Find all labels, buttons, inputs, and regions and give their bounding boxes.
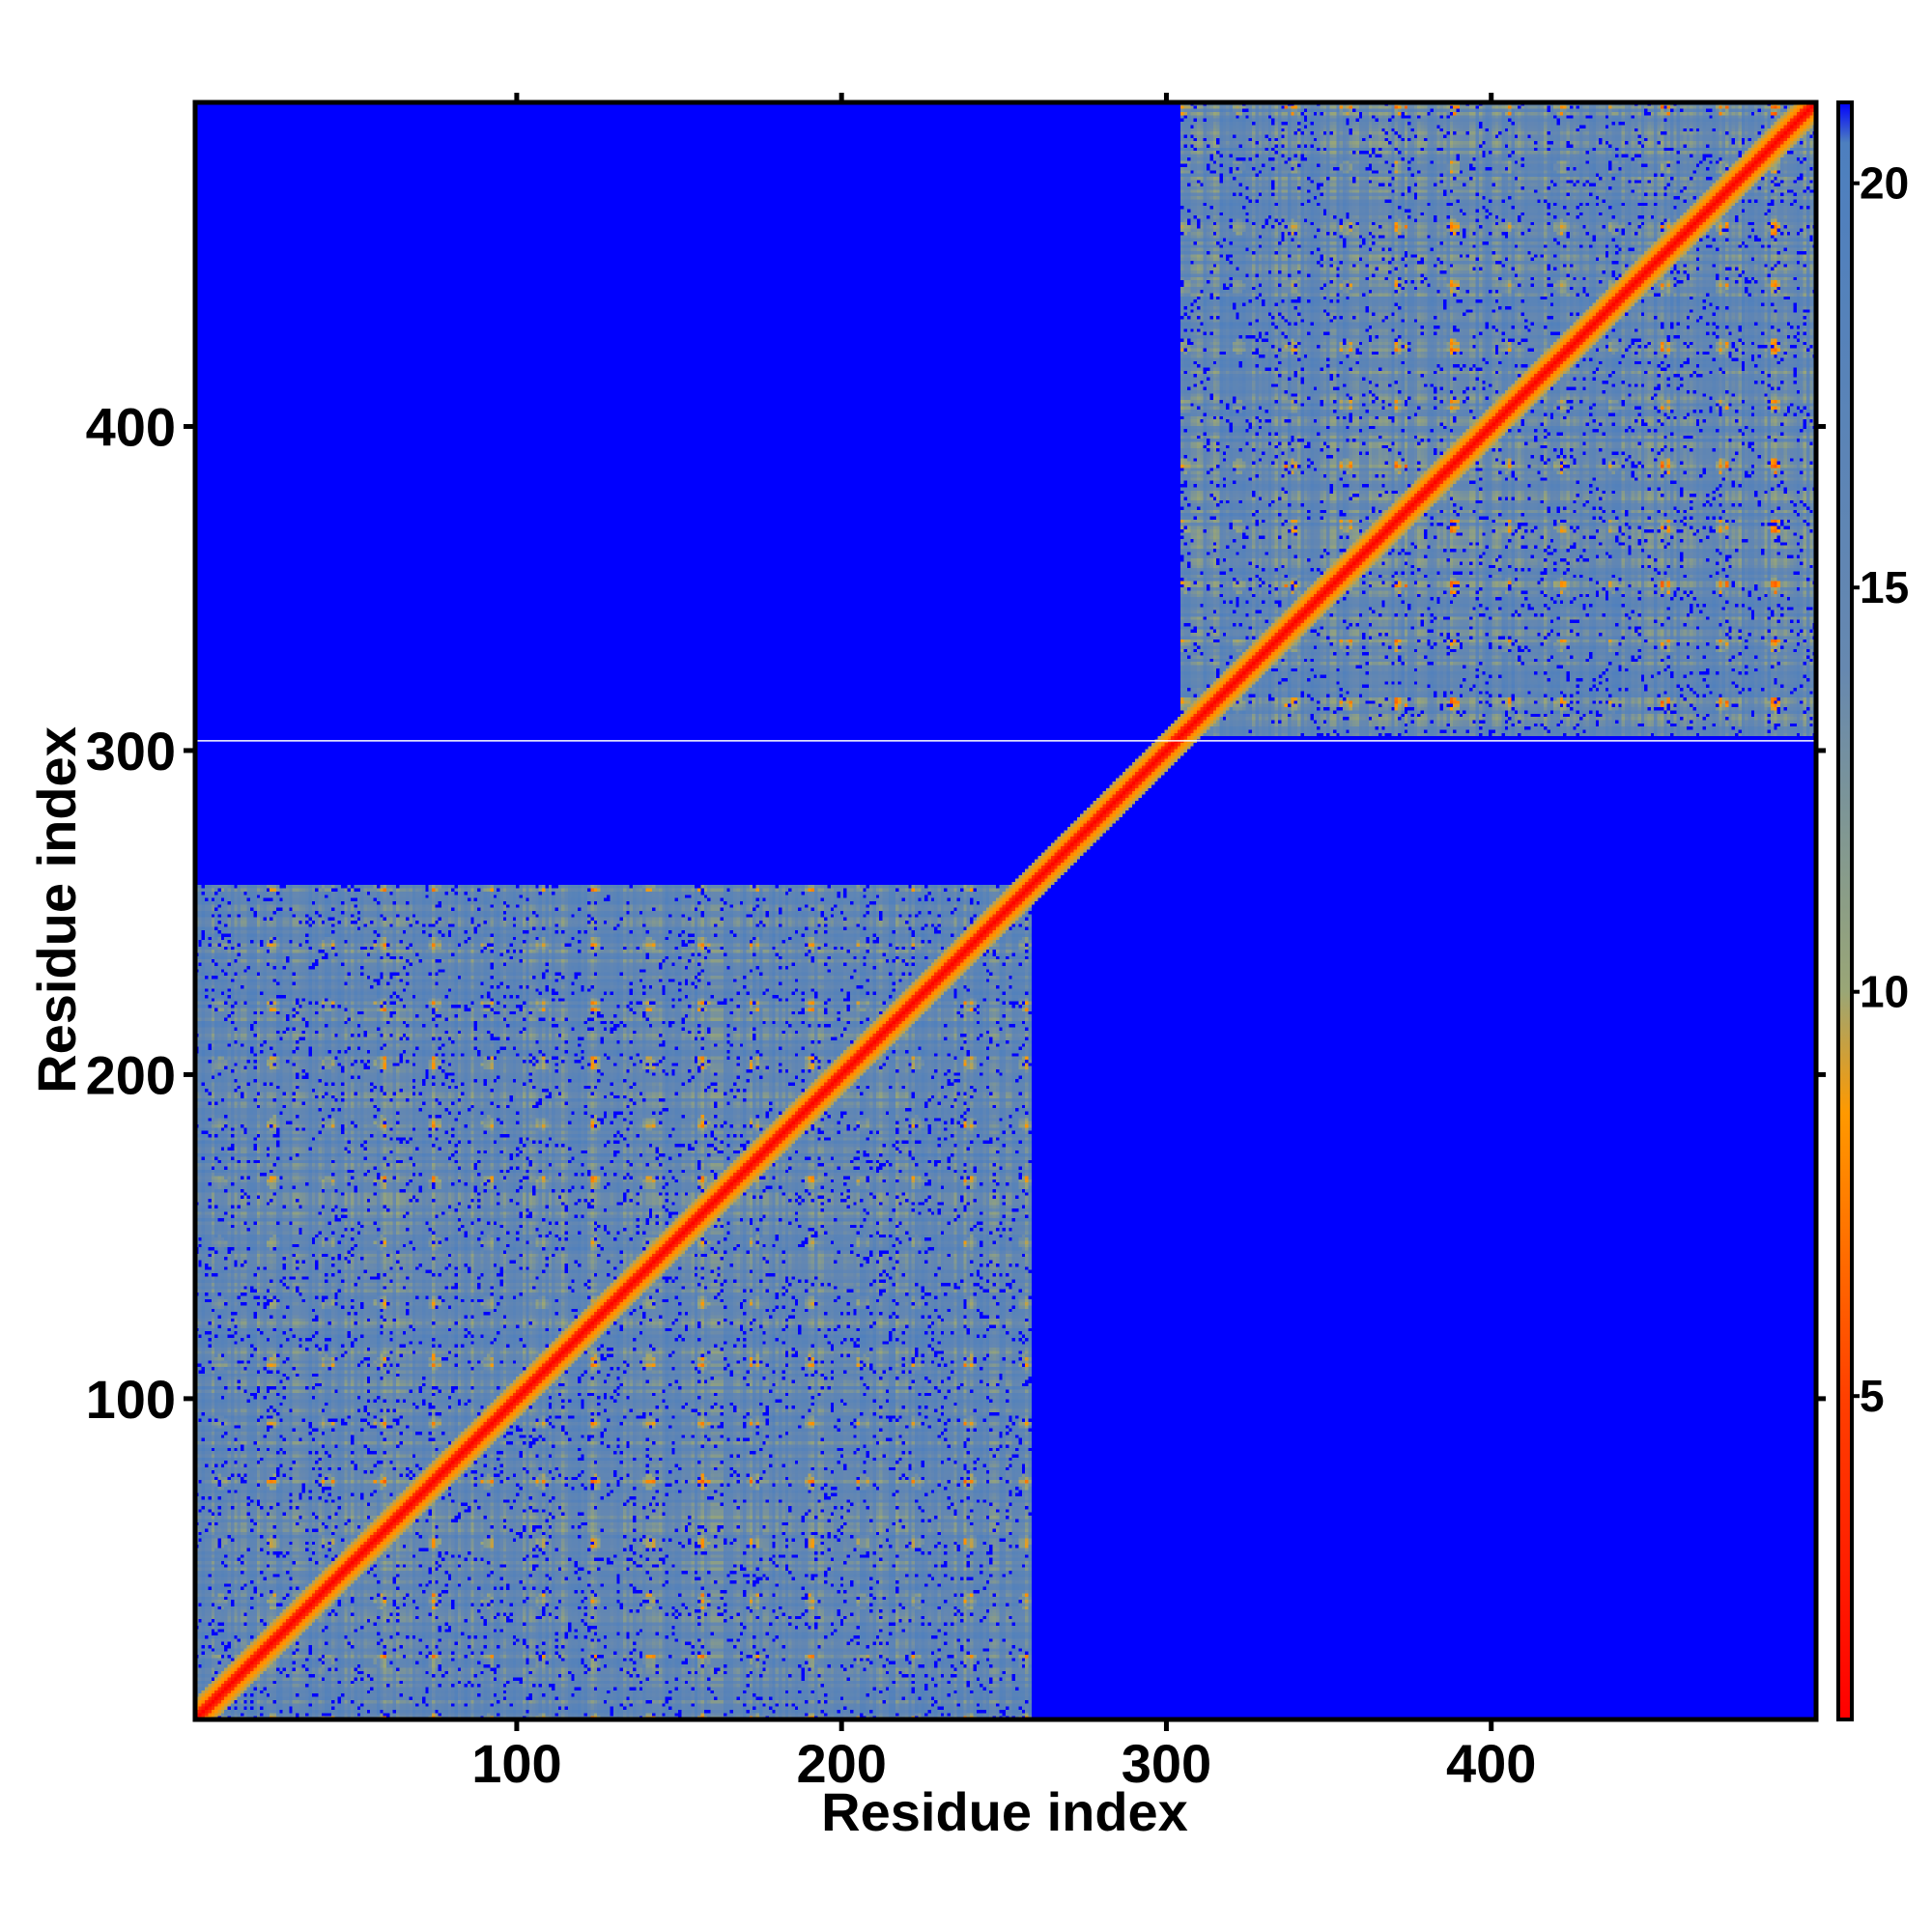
colorbar-tick-label: 20	[1860, 158, 1909, 209]
y-tick-label: 300	[86, 721, 176, 781]
plot-frame	[192, 99, 1819, 1722]
y-tick-label: 200	[86, 1044, 176, 1105]
colorbar-tick-label: 15	[1860, 562, 1909, 612]
x-axis-title: Residue index	[821, 1781, 1188, 1842]
x-tick-label: 200	[796, 1733, 886, 1794]
y-tick-label: 100	[86, 1369, 176, 1430]
y-axis-title: Residue index	[26, 726, 87, 1094]
colorbar: 5 10 15 20	[1836, 100, 1909, 1721]
axes: 100 200 300 400 100 200 300 400	[86, 93, 1826, 1794]
y-tick-label: 400	[86, 396, 176, 457]
heatmap-cells	[195, 102, 1816, 1719]
colorbar-tick-label: 5	[1860, 1371, 1885, 1421]
plot-area	[195, 102, 1816, 1719]
colorbar-frame	[1836, 100, 1854, 1721]
x-tick-label: 100	[471, 1733, 561, 1794]
x-tick-label: 300	[1122, 1733, 1211, 1794]
x-tick-label: 400	[1446, 1733, 1536, 1794]
colorbar-tick-label: 10	[1860, 967, 1909, 1017]
colorbar-fill	[1838, 102, 1852, 1719]
